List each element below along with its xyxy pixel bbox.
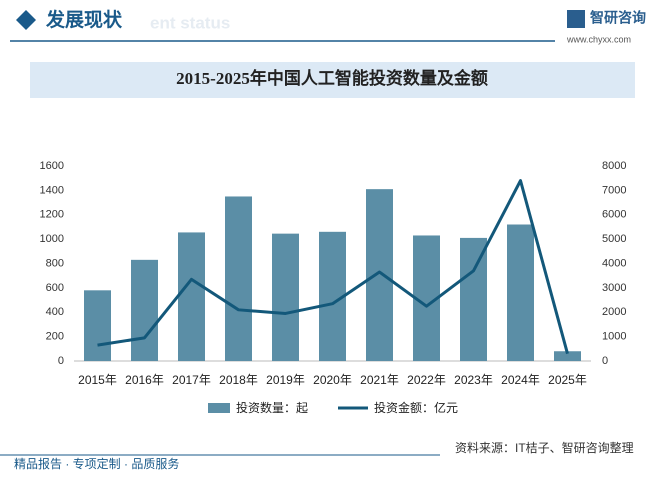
logo-icon bbox=[567, 10, 585, 28]
bar bbox=[131, 259, 158, 361]
bar bbox=[272, 233, 299, 361]
x-tick-label: 2017年 bbox=[172, 373, 211, 387]
x-tick-label: 2021年 bbox=[360, 373, 399, 387]
y-tick-label: 0 bbox=[58, 355, 64, 367]
bar bbox=[507, 224, 534, 361]
x-tick-label: 2025年 bbox=[548, 373, 587, 387]
bar bbox=[178, 232, 205, 361]
chart-title: 2015-2025年中国人工智能投资数量及金额 bbox=[176, 68, 488, 88]
plot: 0 200 400 600 800 1000 1200 1400 1600 0 1000 2000 30… bbox=[40, 160, 627, 415]
header-title: 发展现状 bbox=[45, 8, 123, 31]
x-tick-label: 2016年 bbox=[125, 373, 164, 387]
title-band bbox=[30, 62, 635, 98]
y-tick-label: 400 bbox=[46, 306, 64, 318]
header-icon bbox=[16, 10, 36, 30]
bar bbox=[366, 189, 393, 361]
y2-tick-label: 8000 bbox=[602, 160, 626, 172]
y-tick-label: 1000 bbox=[40, 233, 64, 245]
y2-tick-label: 0 bbox=[602, 355, 608, 367]
y-tick-label: 200 bbox=[46, 331, 64, 343]
x-tick-label: 2023年 bbox=[454, 373, 493, 387]
legend-label: 投资金额：亿元 bbox=[374, 400, 458, 415]
footer: 精品报告 · 专项定制 · 品质服务 bbox=[14, 456, 179, 471]
bar bbox=[460, 237, 487, 361]
y2-tick-label: 3000 bbox=[602, 282, 626, 294]
y-tick-label: 800 bbox=[46, 257, 64, 269]
legend-swatch bbox=[208, 403, 230, 413]
x-tick-label: 2019年 bbox=[266, 373, 305, 387]
y2-tick-label: 7000 bbox=[602, 184, 626, 196]
x-tick-label: 2020年 bbox=[313, 373, 352, 387]
y2-tick-label: 1000 bbox=[602, 331, 626, 343]
y2-tick-label: 6000 bbox=[602, 209, 626, 221]
y2-tick-label: 5000 bbox=[602, 233, 626, 245]
legend-label: 投资数量：起 bbox=[236, 400, 308, 415]
y-tick-label: 1200 bbox=[40, 209, 64, 221]
x-tick-label: 2015年 bbox=[78, 373, 117, 387]
x-tick-label: 2018年 bbox=[219, 373, 258, 387]
logo-url: www.chyxx.com bbox=[566, 34, 631, 44]
y-tick-label: 600 bbox=[46, 282, 64, 294]
bar bbox=[554, 351, 581, 361]
x-tick-label: 2022年 bbox=[407, 373, 446, 387]
bar bbox=[225, 196, 252, 361]
y-tick-label: 1600 bbox=[40, 160, 64, 172]
y2-tick-label: 2000 bbox=[602, 306, 626, 318]
source: 资料来源：IT桔子、智研咨询整理 bbox=[455, 440, 634, 455]
x-tick-label: 2024年 bbox=[501, 373, 540, 387]
y-tick-label: 1400 bbox=[40, 184, 64, 196]
line bbox=[97, 179, 569, 355]
y2-tick-label: 4000 bbox=[602, 257, 626, 269]
bar bbox=[84, 290, 111, 361]
header-watermark: ent status bbox=[150, 13, 230, 32]
logo-name: 智研咨询 bbox=[589, 10, 646, 26]
